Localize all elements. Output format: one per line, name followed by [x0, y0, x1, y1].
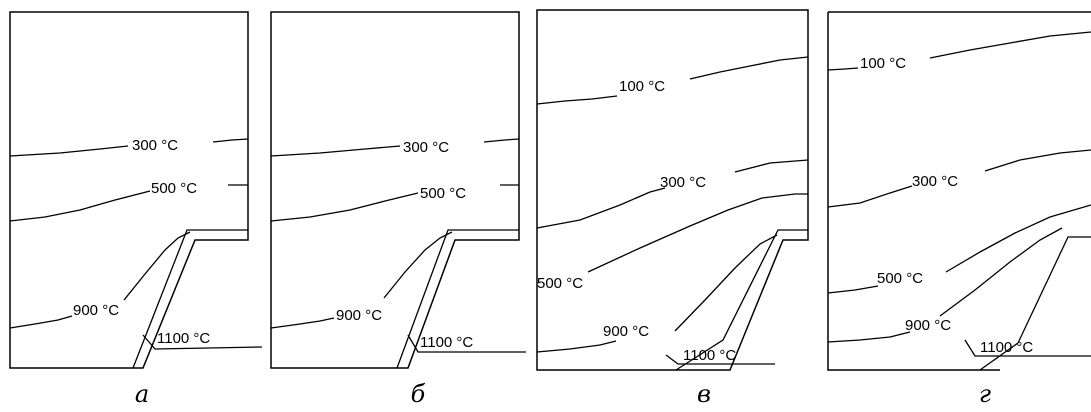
panel-b-isotherm-900 — [270, 317, 335, 329]
panel-d: 100 °C 300 °C 500 °C 900 °C 1100 °C г — [827, 11, 1091, 408]
panel-a-caption: а — [135, 380, 149, 408]
panel-b-label-300: 300 °C — [403, 139, 449, 156]
panel-c-outline — [536, 9, 809, 371]
panel-c-label-300: 300 °C — [660, 174, 706, 191]
panel-a-label-1100: 1100 °C — [157, 330, 210, 347]
panel-c-isotherm-300 — [536, 187, 666, 229]
panel-d-isotherm-300-tail — [984, 149, 1091, 172]
panel-b-isotherm-1100-lead — [407, 334, 526, 353]
panel-c-isotherm-900 — [536, 340, 617, 353]
panel-c-isotherm-500 — [587, 193, 808, 273]
panel-a-isotherm-300-tail — [212, 138, 249, 143]
panel-d-isotherm-500-rise — [945, 204, 1091, 273]
panel-a-isotherm-900-rise — [123, 231, 191, 301]
panel-a-insert-step — [132, 229, 248, 369]
panel-c-label-900: 900 °C — [603, 323, 649, 340]
panel-d-label-1100: 1100 °C — [980, 339, 1033, 356]
panel-c: 100 °C 300 °C 500 °C 900 °C 1100 °C в — [536, 9, 809, 408]
panel-d-isotherm-1100-lead — [964, 339, 1091, 357]
panel-d-label-300: 300 °C — [912, 173, 958, 190]
panel-d-isotherm-900 — [827, 331, 911, 343]
panel-c-isotherm-900-rise — [674, 234, 778, 332]
panel-a-isotherm-500 — [9, 190, 151, 222]
panel-a-label-500: 500 °C — [151, 180, 197, 197]
panel-a-isotherm-900 — [9, 315, 73, 329]
panel-d-label-500: 500 °C — [877, 270, 923, 287]
panel-b-label-900: 900 °C — [336, 307, 382, 324]
panel-c-isotherm-100-tail — [689, 56, 809, 80]
panel-b-isotherm-500 — [270, 192, 419, 222]
panel-b-isotherm-300-tail — [483, 138, 520, 143]
panel-b-isotherm-300 — [270, 145, 401, 157]
panel-d-isotherm-100-tail — [929, 31, 1091, 59]
panel-c-insert-step — [675, 229, 808, 371]
panel-d-label-900: 900 °C — [905, 317, 951, 334]
panel-a-isotherm-1100-lead — [142, 334, 263, 350]
panel-d-isotherm-900-rise — [939, 227, 1063, 317]
panel-c-isotherm-1100-lead — [665, 354, 775, 365]
panel-c-label-1100: 1100 °C — [683, 347, 736, 364]
panel-b: 300 °C 500 °C 900 °C 1100 °C б — [270, 11, 526, 408]
panel-d-outline-left — [827, 12, 1000, 371]
panel-a-label-300: 300 °C — [132, 137, 178, 154]
panel-a: 300 °C 500 °C 900 °C 1100 °C а — [9, 11, 263, 408]
panel-c-label-100: 100 °C — [619, 78, 665, 95]
panel-d-caption: г — [979, 380, 991, 408]
panel-a-outline — [9, 11, 249, 369]
panel-b-label-500: 500 °C — [420, 185, 466, 202]
panel-c-caption: в — [697, 380, 711, 408]
panel-c-isotherm-300-tail — [734, 159, 809, 173]
panel-c-isotherm-100 — [536, 95, 618, 105]
panel-d-isotherm-100 — [827, 67, 859, 71]
panel-b-isotherm-900-rise — [383, 231, 453, 299]
panel-c-label-500: 500 °C — [537, 275, 583, 292]
panel-d-isotherm-500 — [827, 285, 879, 294]
panel-a-isotherm-300 — [9, 145, 129, 157]
panel-b-outline — [270, 11, 520, 369]
panel-a-label-900: 900 °C — [73, 302, 119, 319]
panel-b-caption: б — [411, 380, 426, 408]
panel-b-label-1100: 1100 °C — [420, 334, 473, 351]
panel-d-label-100: 100 °C — [860, 55, 906, 72]
panel-d-isotherm-300 — [827, 185, 913, 208]
panel-b-insert-step — [396, 229, 519, 369]
